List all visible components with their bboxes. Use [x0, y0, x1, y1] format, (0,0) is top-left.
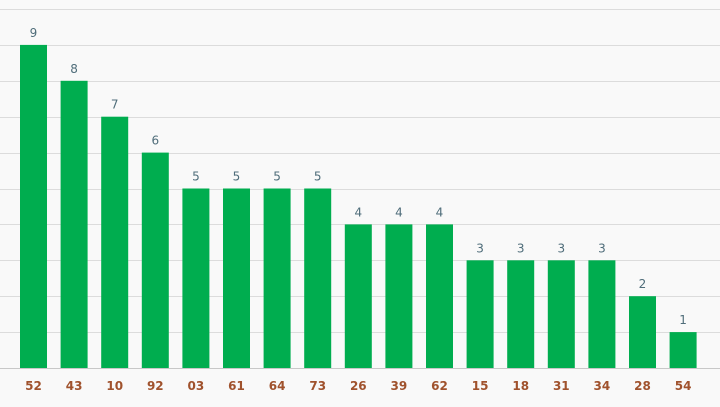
category-label-52: 52	[25, 379, 42, 393]
bar-18	[507, 260, 535, 368]
category-label-43: 43	[66, 379, 83, 393]
category-label-39: 39	[391, 379, 408, 393]
bar-73	[304, 188, 332, 368]
category-label-31: 31	[553, 379, 570, 393]
category-label-28: 28	[634, 379, 651, 393]
category-label-61: 61	[228, 379, 245, 393]
bar-03	[182, 188, 210, 368]
value-label-10: 7	[111, 98, 119, 112]
bar-31	[547, 260, 575, 368]
bars	[20, 44, 697, 369]
category-label-15: 15	[472, 379, 489, 393]
category-label-73: 73	[309, 379, 326, 393]
category-label-64: 64	[269, 379, 286, 393]
value-label-34: 3	[598, 241, 606, 255]
category-label-62: 62	[431, 379, 448, 393]
value-label-28: 2	[639, 277, 647, 291]
value-label-61: 5	[233, 170, 241, 184]
value-label-62: 4	[436, 205, 444, 219]
value-label-26: 4	[354, 205, 362, 219]
category-label-92: 92	[147, 379, 164, 393]
category-label-34: 34	[594, 379, 611, 393]
bar-52	[20, 44, 47, 369]
value-label-73: 5	[314, 170, 322, 184]
value-label-52: 9	[30, 26, 38, 40]
category-label-03: 03	[188, 379, 205, 393]
value-labels: 9 8 7 6 5 5 5 5 4 4 4 3 3 3 3 2 1	[30, 26, 687, 327]
bar-64	[263, 188, 291, 368]
value-label-64: 5	[273, 170, 281, 184]
bar-62	[426, 224, 453, 368]
bar-43	[60, 80, 88, 369]
category-labels: 52 43 10 92 03 61 64 73 26 39 62 15 18 31 34 28 54	[25, 379, 691, 393]
value-label-39: 4	[395, 205, 403, 219]
bar-26	[344, 224, 372, 368]
bar-34	[588, 260, 616, 368]
value-label-92: 6	[151, 134, 159, 148]
bar-39	[385, 224, 413, 368]
category-label-10: 10	[106, 379, 123, 393]
bar-54	[669, 332, 697, 368]
category-label-18: 18	[512, 379, 529, 393]
category-label-26: 26	[350, 379, 367, 393]
bar-15	[466, 260, 494, 368]
value-label-03: 5	[192, 170, 200, 184]
value-label-15: 3	[476, 241, 484, 255]
value-label-18: 3	[517, 241, 525, 255]
bar-10	[101, 116, 129, 368]
value-label-54: 1	[679, 313, 687, 327]
value-label-31: 3	[557, 241, 565, 255]
bar-28	[629, 296, 656, 368]
bar-92	[141, 152, 169, 368]
value-label-43: 8	[70, 62, 78, 76]
category-label-54: 54	[675, 379, 692, 393]
bar-61	[223, 188, 250, 368]
